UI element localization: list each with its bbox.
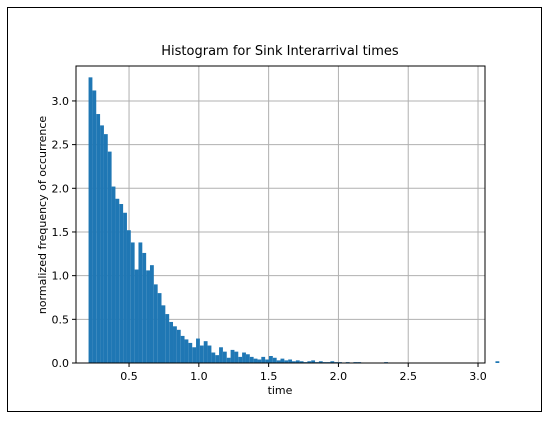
histogram-bar — [146, 270, 150, 363]
histogram-bar — [245, 354, 250, 363]
histogram-bar — [284, 360, 289, 363]
histogram-bar — [249, 356, 254, 363]
histogram-bar — [330, 361, 335, 363]
histogram-bar — [222, 351, 227, 363]
histogram-bar — [149, 265, 154, 363]
histogram-bar — [215, 355, 220, 363]
ticks-layer: 0.5 1.0 1.5 2.0 2.5 3.0 0.0 0.5 1.0 1.5 2.0 2.5 3.0 — [52, 95, 487, 383]
histogram-bar — [268, 356, 273, 363]
histogram-bar — [203, 341, 208, 363]
histogram-bar — [111, 186, 116, 363]
plot-area-frame — [75, 65, 486, 364]
histogram-bar — [234, 351, 239, 363]
x-tick-label: 2.5 — [399, 370, 417, 383]
x-axis-label: time — [268, 384, 293, 397]
histogram-bar — [119, 204, 124, 363]
histogram-bar — [88, 77, 93, 363]
histogram-bar — [184, 339, 189, 363]
histogram-bar — [103, 134, 108, 363]
y-tick-label: 0.5 — [52, 313, 70, 326]
histogram-bar — [107, 151, 112, 363]
histogram-bar — [495, 361, 500, 363]
histogram-bar — [253, 358, 258, 363]
histogram-bar — [311, 360, 316, 363]
x-tick-label: 2.0 — [330, 370, 348, 383]
histogram-bar — [188, 342, 193, 363]
histogram-bar — [230, 349, 235, 363]
histogram-bar — [226, 357, 231, 363]
histogram-bar — [265, 359, 269, 363]
histogram-bar — [211, 352, 216, 363]
histogram-bar — [207, 345, 212, 363]
y-tick-label: 2.0 — [52, 182, 70, 195]
histogram-bar — [176, 329, 181, 363]
x-tick-label: 0.5 — [120, 370, 138, 383]
histogram-bar — [180, 335, 185, 363]
histogram-bar — [288, 359, 293, 363]
histogram-bar — [96, 114, 101, 363]
histogram-bar — [192, 347, 197, 363]
histogram-bar — [161, 305, 166, 363]
x-tick-label: 3.0 — [469, 370, 487, 383]
y-tick-label: 1.0 — [52, 270, 70, 283]
histogram-bar — [196, 338, 200, 363]
histogram-bar — [219, 347, 223, 363]
histogram-bar — [318, 361, 323, 363]
histogram-bar — [238, 356, 243, 363]
histogram-bar — [199, 345, 204, 363]
histogram-bar — [157, 293, 162, 363]
histogram-bar — [153, 284, 158, 363]
histogram-bar — [307, 361, 312, 363]
histogram-bar — [92, 90, 97, 363]
histogram-bar — [242, 352, 246, 363]
histogram-bar — [134, 269, 139, 363]
histogram-bar — [261, 356, 266, 363]
histogram-bar — [138, 242, 143, 363]
histogram-bar — [126, 230, 131, 363]
histogram-bar — [169, 321, 174, 363]
histogram-bar — [276, 360, 281, 363]
histogram-bar — [115, 198, 120, 363]
histogram-bar — [165, 314, 170, 363]
histogram-bar — [123, 212, 127, 363]
histogram-bar — [100, 125, 104, 364]
x-tick-label: 1.5 — [260, 370, 278, 383]
bars-layer — [88, 77, 500, 364]
histogram-bar — [295, 360, 300, 363]
histogram-bar — [272, 357, 277, 363]
histogram-bar — [173, 326, 177, 363]
histogram-bar — [142, 252, 147, 363]
y-tick-label: 0.0 — [52, 357, 70, 370]
y-tick-label: 2.5 — [52, 139, 70, 152]
y-tick-label: 1.5 — [52, 226, 70, 239]
y-axis-label: normalized frequency of occurrence — [36, 116, 49, 315]
histogram-bar — [280, 358, 285, 363]
chart-title: Histogram for Sink Interarrival times — [161, 44, 399, 59]
y-tick-label: 3.0 — [52, 95, 70, 108]
histogram-bar — [257, 359, 262, 363]
histogram-bar — [299, 361, 304, 363]
histogram-bar — [292, 361, 296, 363]
histogram-bar — [130, 242, 135, 363]
x-tick-label: 1.0 — [190, 370, 208, 383]
